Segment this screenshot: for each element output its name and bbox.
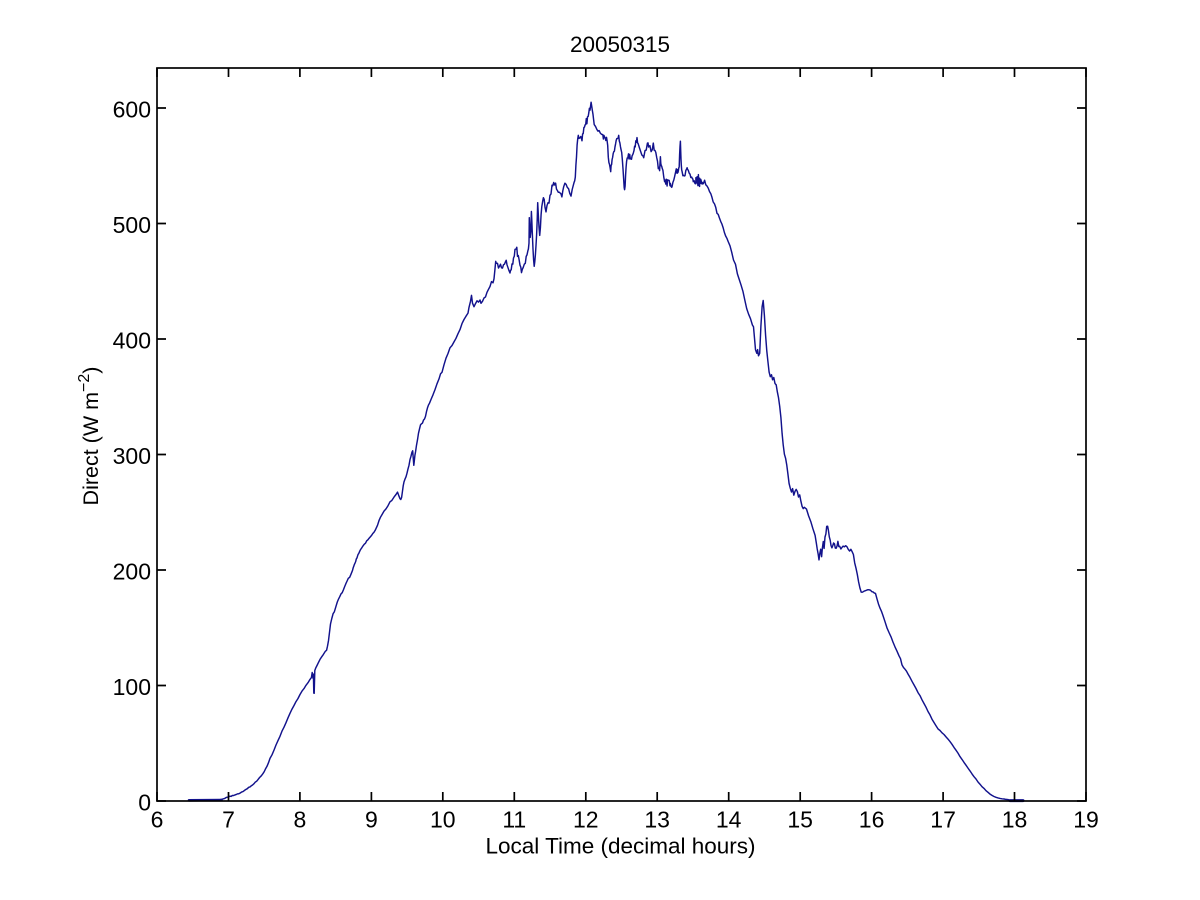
svg-text:16: 16 xyxy=(859,807,885,833)
svg-text:14: 14 xyxy=(716,807,742,833)
svg-text:15: 15 xyxy=(787,807,813,833)
svg-text:12: 12 xyxy=(573,807,599,833)
svg-text:200: 200 xyxy=(113,558,151,584)
svg-text:8: 8 xyxy=(294,807,307,833)
svg-text:300: 300 xyxy=(113,443,151,469)
svg-text:0: 0 xyxy=(138,789,151,815)
svg-text:18: 18 xyxy=(1002,807,1028,833)
svg-text:600: 600 xyxy=(113,96,151,122)
svg-text:9: 9 xyxy=(365,807,378,833)
svg-text:7: 7 xyxy=(222,807,235,833)
svg-text:20050315: 20050315 xyxy=(570,32,670,57)
svg-text:11: 11 xyxy=(502,807,526,833)
svg-text:13: 13 xyxy=(644,807,670,833)
svg-text:500: 500 xyxy=(113,212,151,238)
svg-text:400: 400 xyxy=(113,327,151,353)
svg-text:10: 10 xyxy=(430,807,456,833)
svg-text:19: 19 xyxy=(1073,807,1099,833)
svg-text:100: 100 xyxy=(113,674,151,700)
svg-text:6: 6 xyxy=(151,807,164,833)
svg-text:Local Time (decimal hours): Local Time (decimal hours) xyxy=(485,834,755,859)
svg-text:17: 17 xyxy=(930,807,956,833)
svg-text:Direct (W m−2): Direct (W m−2) xyxy=(76,367,103,506)
